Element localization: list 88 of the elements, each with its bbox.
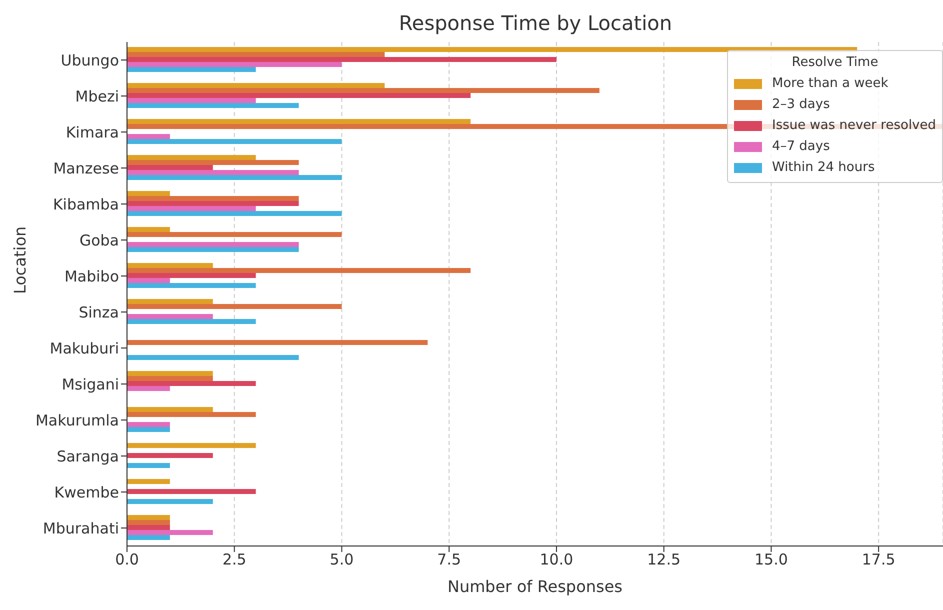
bar <box>127 283 256 288</box>
bar <box>127 196 299 202</box>
bar <box>127 525 170 530</box>
bar <box>127 443 256 448</box>
bar <box>127 299 213 304</box>
bar <box>127 407 213 412</box>
legend-label: 4–7 days <box>772 139 830 154</box>
y-tick-label: Kwembe <box>54 483 119 502</box>
y-tick-label: Goba <box>79 231 119 250</box>
bar <box>127 103 299 108</box>
bar <box>127 489 256 494</box>
legend-title: Resolve Time <box>790 55 880 70</box>
bar <box>127 453 213 458</box>
chart-title: Response Time by Location <box>398 10 674 37</box>
bar <box>127 273 256 278</box>
bar <box>127 381 256 386</box>
bar <box>127 242 299 248</box>
bar <box>127 67 256 72</box>
y-tick-label: Mabibo <box>64 267 119 286</box>
bar <box>127 119 471 124</box>
bar <box>127 412 256 418</box>
bar <box>127 160 299 166</box>
y-tick-label: Ubungo <box>60 51 119 70</box>
y-tick-label: Mburahati <box>42 519 119 538</box>
legend-label: Within 24 hours <box>772 160 875 175</box>
bar <box>127 247 299 252</box>
bar <box>127 52 385 58</box>
bar <box>127 340 428 346</box>
bar <box>127 530 213 536</box>
bar <box>127 155 256 160</box>
x-tick-label: 0.0 <box>115 550 139 569</box>
y-tick-label: Makuburi <box>50 339 119 358</box>
bar <box>127 62 342 68</box>
bar <box>127 355 299 360</box>
bar <box>127 263 213 268</box>
legend-label: Issue was never resolved <box>772 118 936 133</box>
x-tick-label: 7.5 <box>437 550 462 569</box>
bar <box>127 535 170 540</box>
bar <box>127 515 170 520</box>
bar <box>127 93 471 98</box>
bar <box>127 520 170 526</box>
bar <box>127 88 600 94</box>
bar <box>127 175 342 180</box>
y-tick-label: Mbezi <box>75 87 119 106</box>
bar <box>127 427 170 432</box>
bar <box>127 57 556 62</box>
x-tick-label: 2.5 <box>222 550 246 569</box>
bar <box>127 170 299 176</box>
y-tick-label: Manzese <box>53 159 119 178</box>
bar <box>127 139 342 144</box>
bar <box>127 201 299 206</box>
bar <box>127 211 342 216</box>
x-tick-label: 15.0 <box>754 550 788 569</box>
bar <box>127 206 256 212</box>
bar <box>127 268 471 274</box>
x-tick-label: 17.5 <box>862 550 896 569</box>
bar <box>127 47 858 52</box>
bar <box>127 319 256 324</box>
bar <box>127 314 213 320</box>
bar <box>127 479 170 484</box>
x-tick-label: 12.5 <box>647 550 681 569</box>
bar <box>127 304 342 310</box>
bar <box>127 371 213 376</box>
legend-label: More than a week <box>772 76 888 91</box>
bar <box>127 499 213 504</box>
bar <box>127 83 385 88</box>
bar <box>127 191 170 196</box>
y-tick-label: Sinza <box>78 303 119 322</box>
bar <box>127 278 170 284</box>
bar <box>127 232 342 238</box>
x-tick-label: 5.0 <box>330 550 354 569</box>
x-tick-label: 10.0 <box>540 550 574 569</box>
bar <box>127 386 170 392</box>
y-tick-label: Kimara <box>66 123 119 142</box>
y-tick-label: Makurumla <box>35 411 119 430</box>
legend-label: 2–3 days <box>772 97 830 112</box>
y-tick-label: Kibamba <box>52 195 119 214</box>
bar <box>127 134 170 140</box>
x-axis-title: Number of Responses <box>447 577 623 596</box>
bar <box>127 165 213 170</box>
bar <box>127 227 170 232</box>
y-tick-label: Msigani <box>62 375 119 394</box>
bar <box>127 422 170 428</box>
y-tick-label: Saranga <box>56 447 119 466</box>
y-axis-title: Location <box>10 226 30 294</box>
bar <box>127 376 213 382</box>
bar <box>127 463 170 468</box>
bar <box>127 98 256 104</box>
